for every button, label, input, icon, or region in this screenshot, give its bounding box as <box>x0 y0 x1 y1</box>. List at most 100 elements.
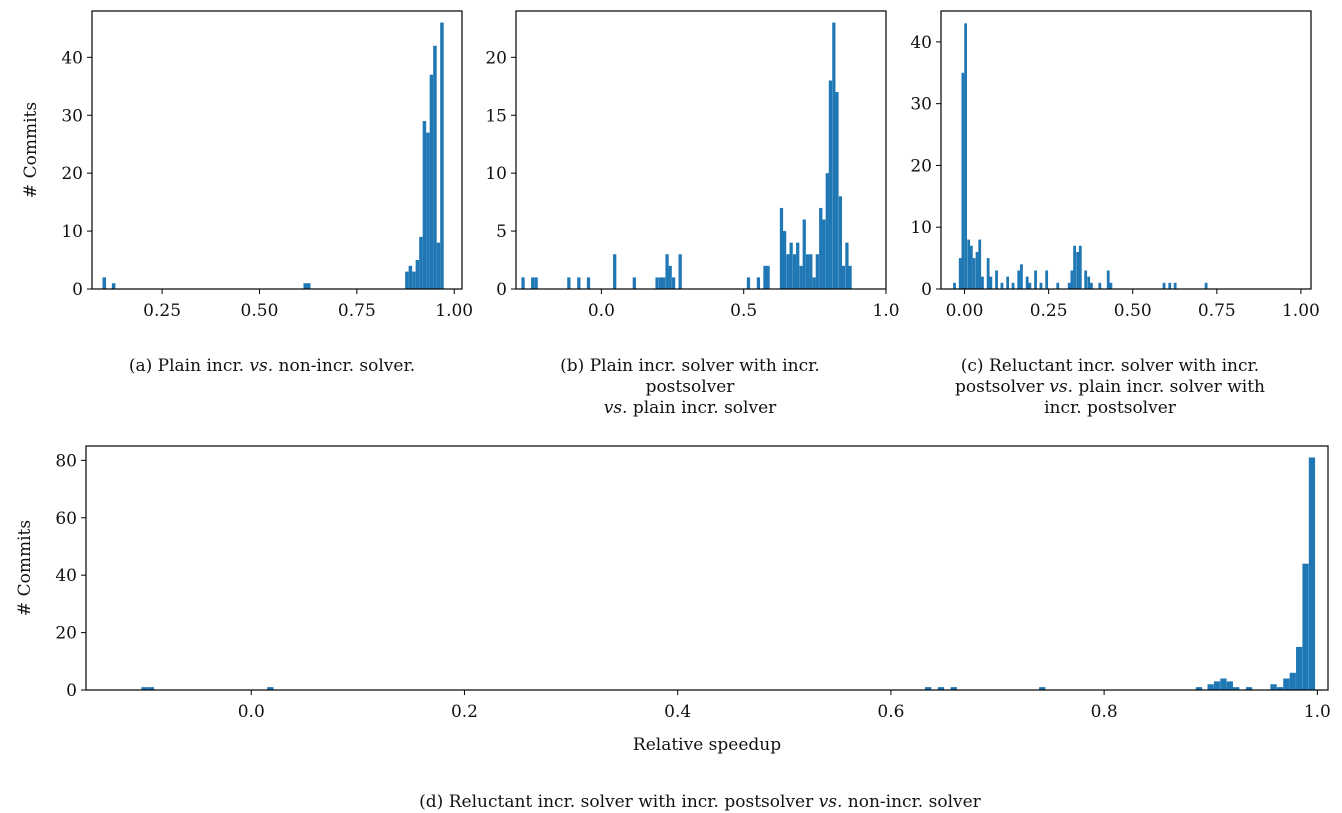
y-tick-label: 20 <box>61 164 83 184</box>
bar <box>792 254 797 289</box>
x-tick-label: 0.2 <box>451 702 478 722</box>
bar <box>1034 270 1037 289</box>
bar <box>809 254 813 289</box>
bar <box>655 277 659 289</box>
axes-frame <box>940 10 1312 290</box>
bar <box>1006 276 1010 289</box>
caption-text: vs. <box>249 356 274 376</box>
caption-text: vs. <box>1049 377 1073 397</box>
y-tick-label: 10 <box>485 164 507 184</box>
bar <box>799 265 803 289</box>
bar <box>429 74 434 289</box>
bar <box>1017 270 1021 289</box>
bar <box>1056 282 1060 289</box>
caption-d: (d) Reluctant incr. solver with incr. po… <box>90 792 1310 813</box>
bar <box>658 277 663 289</box>
caption-line: postsolver vs. plain incr. solver with <box>900 377 1320 398</box>
bar <box>802 219 806 289</box>
bar <box>613 254 617 289</box>
bar <box>412 271 416 289</box>
y-tick-label: 20 <box>910 156 932 176</box>
y-tick-label: 0 <box>921 280 932 300</box>
bar <box>102 277 107 289</box>
caption-text: (a) Plain incr. <box>128 356 250 376</box>
bars-c <box>953 23 1208 289</box>
bar <box>756 277 761 289</box>
chart-b: 0.0 0.5 1.0 0 5 10 15 20 <box>485 10 900 321</box>
caption-line: incr. postsolver <box>900 398 1320 419</box>
bar <box>937 687 945 690</box>
bar <box>806 254 810 289</box>
bar <box>995 270 998 289</box>
axes-frame <box>85 445 1329 691</box>
caption-text: plain incr. solver with <box>1073 377 1265 397</box>
bar <box>1106 270 1110 289</box>
bar <box>567 277 571 289</box>
bar <box>1045 270 1049 289</box>
bar <box>986 258 990 289</box>
caption-text: non-incr. solver. <box>273 356 416 376</box>
bar <box>1028 282 1032 289</box>
bar <box>440 22 444 289</box>
x-tick-label: 0.50 <box>241 301 279 321</box>
bar <box>763 265 767 289</box>
caption-text: plain incr. solver <box>627 398 777 418</box>
y-tick-label: 10 <box>61 222 83 242</box>
bar <box>845 242 849 289</box>
bar <box>972 258 976 289</box>
bar <box>1195 687 1203 690</box>
y-tick-label: 15 <box>485 106 507 126</box>
bar <box>1220 678 1227 690</box>
bar <box>1109 282 1113 289</box>
bar <box>306 283 311 289</box>
bar <box>408 265 413 289</box>
bars-a <box>102 22 444 289</box>
bar <box>668 265 672 289</box>
x-tick-label: 0.75 <box>338 301 376 321</box>
bar <box>1098 282 1102 289</box>
bar <box>746 277 751 289</box>
y-tick-label: 0 <box>496 280 507 300</box>
bar <box>1302 563 1309 690</box>
bar <box>841 265 846 289</box>
bar <box>1039 687 1046 690</box>
bar <box>1296 646 1303 690</box>
bar <box>141 687 148 690</box>
bars-d <box>141 457 1316 690</box>
chart-d: 0.0 0.2 0.4 0.6 0.8 1.0 0 20 40 60 80 # Commits Rela… <box>15 445 1331 755</box>
y-axis-label: # Commits <box>15 520 35 616</box>
x-tick-label: 0.4 <box>664 702 691 722</box>
bar <box>586 277 591 289</box>
bar <box>964 23 967 289</box>
y-tick-label: 0 <box>72 280 83 300</box>
caption-b: (b) Plain incr. solver with incr. postsol… <box>490 356 890 419</box>
bar <box>521 277 525 289</box>
bar <box>665 254 669 289</box>
bar <box>1078 245 1082 289</box>
caption-text: (c) Reluctant incr. solver with incr. <box>960 356 1260 376</box>
bars-b <box>521 22 852 289</box>
bar <box>1289 672 1296 690</box>
x-tick-label: 0.00 <box>946 301 984 321</box>
caption-text: vs. <box>603 398 628 418</box>
bar <box>989 276 993 289</box>
x-tick-label: 0.8 <box>1091 702 1118 722</box>
bar <box>975 251 979 289</box>
x-tick-label: 0.25 <box>143 301 181 321</box>
x-tick-label: 0.6 <box>877 702 904 722</box>
bar <box>1087 276 1091 289</box>
axes-frame <box>91 10 463 290</box>
bar <box>967 239 971 289</box>
caption-text: incr. postsolver <box>1044 398 1176 418</box>
bar <box>828 80 833 289</box>
caption-line: (b) Plain incr. solver with incr. <box>490 356 890 377</box>
bar <box>415 260 420 289</box>
caption-line: postsolver <box>490 377 890 398</box>
bar <box>405 271 409 289</box>
bar <box>1070 270 1074 289</box>
y-tick-label: 30 <box>61 106 83 126</box>
bar <box>796 242 800 289</box>
bar <box>1000 282 1004 289</box>
x-tick-label: 0.75 <box>1198 301 1236 321</box>
